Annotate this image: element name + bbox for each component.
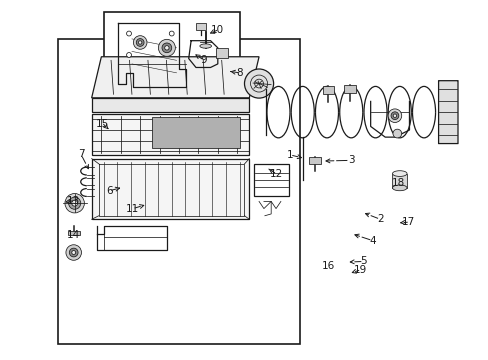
- Ellipse shape: [392, 185, 406, 191]
- Bar: [392, 174, 406, 188]
- Bar: [68, 231, 80, 235]
- Circle shape: [126, 53, 131, 57]
- Polygon shape: [91, 158, 249, 219]
- Circle shape: [72, 251, 76, 255]
- Circle shape: [136, 39, 144, 46]
- Circle shape: [162, 43, 171, 53]
- Text: 11: 11: [126, 203, 139, 213]
- Text: 7: 7: [78, 149, 84, 159]
- Text: 19: 19: [353, 265, 366, 275]
- Text: 16: 16: [321, 261, 334, 271]
- Circle shape: [126, 31, 131, 36]
- Bar: [308, 157, 320, 164]
- Circle shape: [387, 109, 401, 122]
- Text: 10: 10: [211, 25, 224, 35]
- Text: 1: 1: [286, 150, 293, 160]
- Text: 2: 2: [376, 214, 383, 224]
- Circle shape: [158, 39, 175, 56]
- Ellipse shape: [392, 171, 406, 176]
- Circle shape: [392, 129, 401, 138]
- Circle shape: [244, 69, 273, 98]
- Circle shape: [72, 200, 78, 206]
- Text: 6: 6: [106, 186, 113, 196]
- Ellipse shape: [200, 44, 211, 48]
- Circle shape: [392, 114, 396, 117]
- Circle shape: [169, 31, 174, 36]
- Polygon shape: [91, 98, 249, 112]
- Text: 17: 17: [401, 217, 414, 227]
- Text: 18: 18: [391, 178, 405, 188]
- Circle shape: [390, 112, 398, 120]
- Circle shape: [68, 197, 81, 209]
- Text: 4: 4: [369, 236, 376, 246]
- FancyBboxPatch shape: [438, 81, 457, 144]
- Text: 3: 3: [347, 156, 354, 165]
- Bar: [58, 39, 300, 344]
- Text: 14: 14: [67, 230, 80, 240]
- Bar: [254, 164, 288, 196]
- Text: 9: 9: [200, 55, 206, 64]
- Text: 12: 12: [269, 168, 282, 179]
- Circle shape: [69, 248, 78, 257]
- Text: 8: 8: [236, 68, 243, 78]
- Bar: [322, 86, 334, 94]
- Circle shape: [164, 46, 169, 50]
- Circle shape: [133, 36, 147, 49]
- Polygon shape: [91, 114, 249, 155]
- Circle shape: [66, 245, 81, 260]
- Bar: [103, 12, 239, 91]
- Bar: [152, 117, 239, 148]
- Text: 13: 13: [67, 196, 80, 206]
- Bar: [344, 85, 355, 93]
- Text: 15: 15: [96, 118, 109, 129]
- Circle shape: [65, 194, 84, 213]
- Bar: [215, 48, 227, 58]
- Circle shape: [138, 41, 142, 44]
- Text: 5: 5: [359, 256, 366, 266]
- Polygon shape: [91, 57, 259, 98]
- Bar: [196, 23, 205, 30]
